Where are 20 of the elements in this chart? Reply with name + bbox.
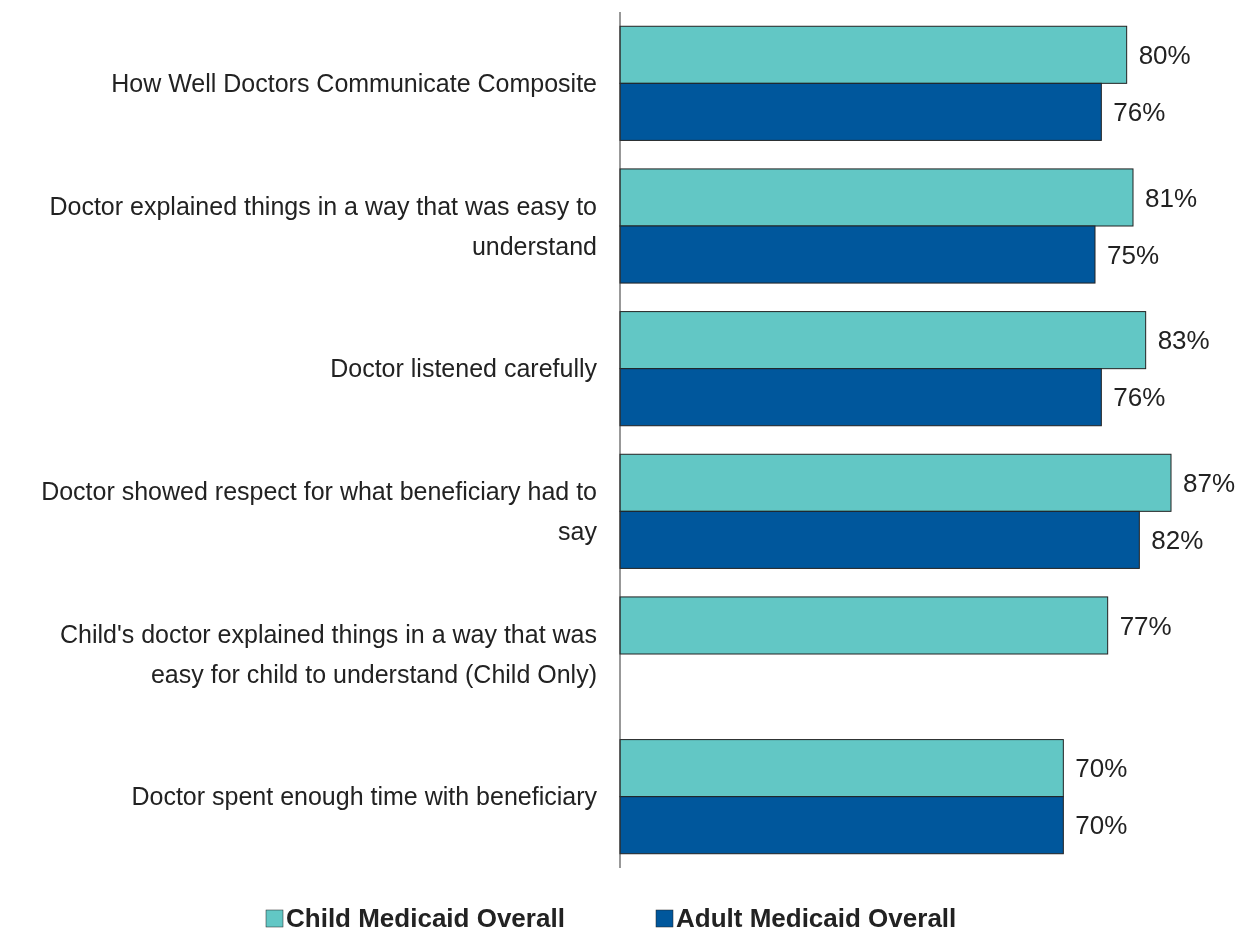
data-label: 70%	[1075, 810, 1128, 841]
y-tick-label: How Well Doctors Communicate Composite	[111, 69, 597, 98]
legend-label: Adult Medicaid Overall	[676, 903, 957, 933]
data-label: 82%	[1151, 524, 1204, 555]
data-label: 80%	[1138, 39, 1191, 70]
data-label: 77%	[1119, 610, 1172, 641]
y-tick-label: Child's doctor explained things in a way that was easy for child to understand (Child Only)	[59, 619, 597, 688]
data-label: 70%	[1075, 753, 1128, 784]
data-label: 76%	[1113, 382, 1166, 413]
data-label: 81%	[1145, 182, 1198, 213]
y-tick-label: Doctor showed respect for what beneficiary had to say	[41, 477, 598, 546]
y-tick-label: Doctor explained things in a way that was easy to understand	[49, 191, 597, 260]
data-label: 83%	[1157, 325, 1210, 356]
legend-label: Child Medicaid Overall	[286, 903, 565, 933]
data-label: 76%	[1113, 96, 1166, 127]
y-tick-label: Doctor listened carefully	[330, 354, 598, 383]
data-label: 75%	[1107, 239, 1160, 270]
bar	[619, 596, 1109, 655]
y-tick-label: Doctor spent enough time with beneficiary	[131, 782, 598, 811]
data-label: 87%	[1183, 467, 1236, 498]
